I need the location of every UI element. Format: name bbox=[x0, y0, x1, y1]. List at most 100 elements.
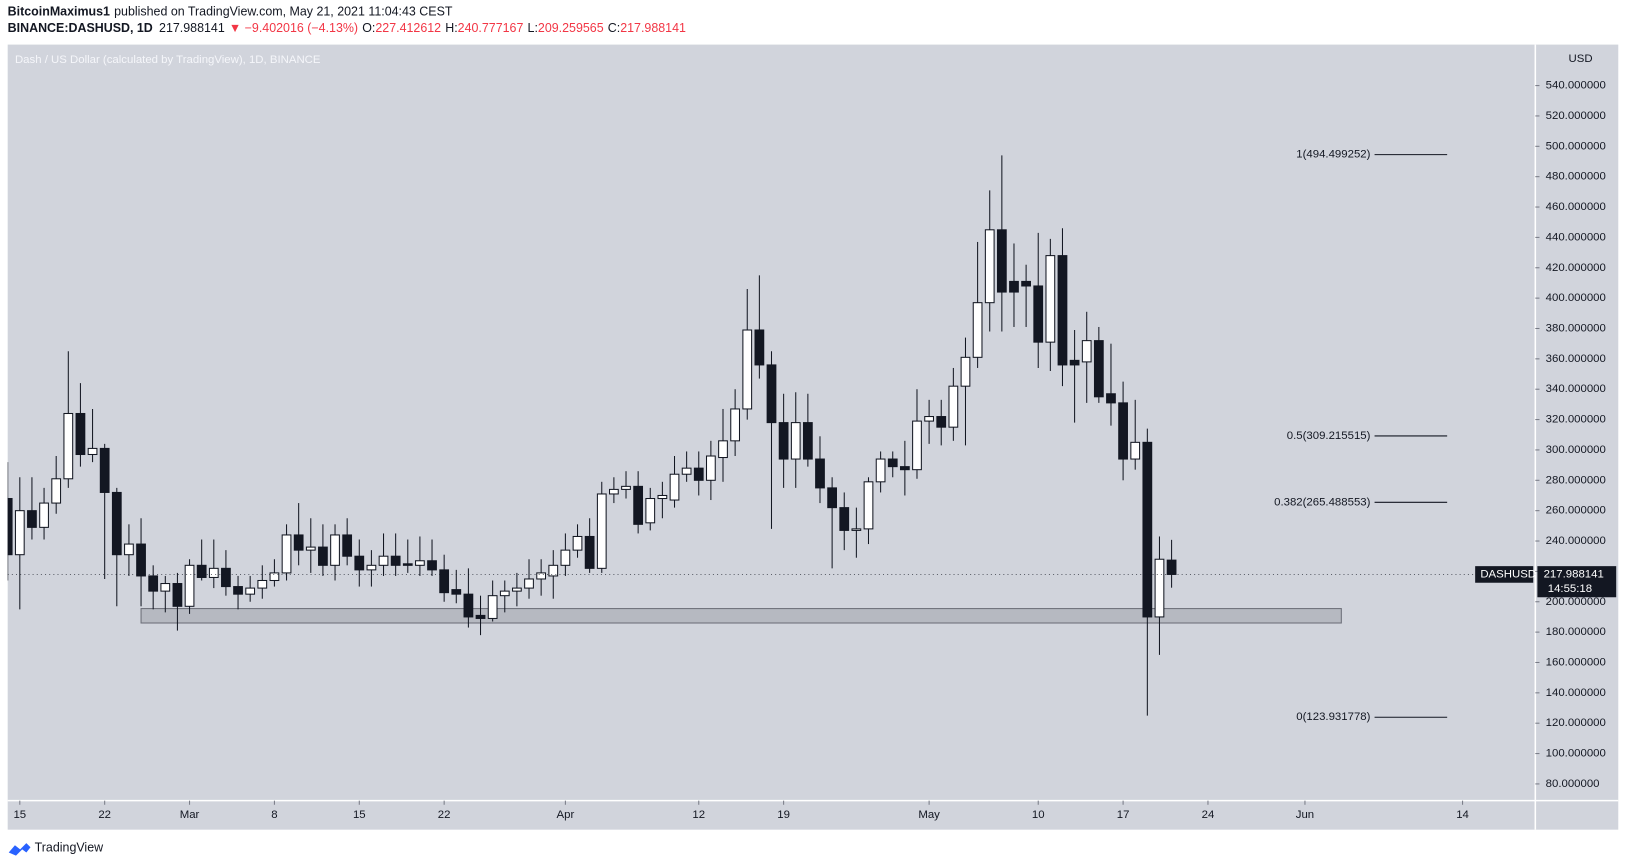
candle-body bbox=[887, 458, 898, 468]
support-zone bbox=[140, 608, 1342, 624]
candle-body bbox=[948, 385, 959, 428]
y-tick-label: 520.000000 bbox=[1546, 110, 1606, 122]
candle-body bbox=[390, 555, 401, 566]
low: 209.259565 bbox=[538, 21, 604, 35]
candle-body bbox=[730, 408, 741, 442]
y-tick-label: 360.000000 bbox=[1546, 353, 1606, 365]
candle-body bbox=[51, 478, 62, 504]
candle-body bbox=[39, 502, 49, 528]
y-tick-label: 400.000000 bbox=[1546, 292, 1606, 304]
candle-body bbox=[1154, 558, 1165, 618]
header-ohlc: BINANCE:DASHUSD, 1D 217.988141 ▼ −9.402016… bbox=[8, 21, 686, 35]
o-label: O: bbox=[362, 21, 375, 35]
candle-body bbox=[208, 567, 219, 578]
candle-body bbox=[1021, 280, 1031, 287]
candle-body bbox=[1166, 559, 1177, 575]
candle-body bbox=[754, 329, 765, 366]
l-label: L: bbox=[528, 21, 538, 35]
x-tick-label: 10 bbox=[1032, 809, 1045, 821]
candle-body bbox=[536, 572, 547, 580]
candle-body bbox=[1106, 393, 1116, 404]
fib-label: 0.5(309.215515) bbox=[1287, 430, 1371, 442]
candle-body bbox=[330, 534, 340, 566]
candle-body bbox=[233, 586, 243, 595]
candle-body bbox=[463, 593, 474, 618]
y-tick-label: 160.000000 bbox=[1546, 656, 1606, 668]
high: 240.777167 bbox=[458, 21, 524, 35]
candle-body bbox=[378, 555, 389, 566]
y-tick-label: 500.000000 bbox=[1546, 140, 1606, 152]
x-tick-label: 14 bbox=[1456, 809, 1469, 821]
candle-body bbox=[633, 485, 644, 525]
logo: TradingView bbox=[8, 841, 104, 856]
candle-body bbox=[1009, 280, 1019, 293]
candle-body bbox=[1045, 255, 1056, 343]
candle-body bbox=[718, 440, 728, 459]
y-tick-label: 440.000000 bbox=[1546, 231, 1606, 243]
candle-body bbox=[269, 572, 280, 582]
candle-body bbox=[996, 229, 1007, 293]
candle-body bbox=[402, 563, 413, 566]
x-tick-label: May bbox=[918, 809, 940, 821]
y-tick-label: 200.000000 bbox=[1546, 596, 1606, 608]
candle-body bbox=[63, 412, 74, 480]
candle-body bbox=[257, 579, 268, 589]
candle-body bbox=[172, 583, 183, 607]
candle-body bbox=[1142, 441, 1153, 618]
candle-body bbox=[899, 466, 910, 471]
x-tick-label: 22 bbox=[438, 809, 451, 821]
axes: 80.000000 100.000000 120.000000 140.000000 1… bbox=[7, 80, 1617, 821]
y-tick-label: 140.000000 bbox=[1546, 687, 1606, 699]
y-tick-label: 100.000000 bbox=[1546, 748, 1606, 760]
candle-body bbox=[14, 510, 25, 556]
candle-body bbox=[621, 485, 631, 490]
y-tick-label: 260.000000 bbox=[1546, 505, 1606, 517]
price-label: 217.988141 bbox=[1544, 568, 1604, 580]
candle-body bbox=[124, 543, 134, 556]
chart-background bbox=[7, 44, 1619, 830]
candle-body bbox=[839, 507, 850, 531]
candle-body bbox=[572, 535, 583, 551]
x-tick-label: Apr bbox=[557, 809, 575, 821]
candle-body bbox=[1033, 285, 1044, 343]
candle-body bbox=[681, 467, 692, 475]
y-tick-label: 480.000000 bbox=[1546, 171, 1606, 183]
symbol: BINANCE:DASHUSD, 1D bbox=[8, 21, 153, 35]
candle-body bbox=[936, 416, 947, 428]
countdown-label: 14:55:18 bbox=[1548, 583, 1592, 595]
candle-body bbox=[657, 494, 668, 500]
candle-body bbox=[160, 583, 171, 592]
y-tick-label: 320.000000 bbox=[1546, 414, 1606, 426]
candle-body bbox=[875, 458, 886, 483]
x-tick-label: 19 bbox=[777, 809, 790, 821]
candle-body bbox=[766, 364, 777, 424]
candle-body bbox=[742, 329, 753, 410]
candle-body bbox=[1057, 255, 1068, 366]
brand: TradingView bbox=[35, 841, 104, 855]
candle-body bbox=[305, 546, 316, 551]
y-tick-label: 300.000000 bbox=[1546, 444, 1606, 456]
fib-label: 1(494.499252) bbox=[1296, 149, 1370, 161]
x-tick-label: 24 bbox=[1202, 809, 1215, 821]
x-tick-label: 15 bbox=[353, 809, 366, 821]
candle-body bbox=[148, 575, 159, 592]
candle-body bbox=[451, 589, 462, 595]
fib-label: 0(123.931778) bbox=[1296, 711, 1370, 723]
candle-body bbox=[184, 564, 195, 607]
x-tick-label: 15 bbox=[13, 809, 26, 821]
candle-body bbox=[645, 497, 656, 524]
y-tick-label: 460.000000 bbox=[1546, 201, 1606, 213]
candle-body bbox=[87, 447, 98, 456]
candle-body bbox=[354, 555, 365, 571]
candle-body bbox=[778, 422, 789, 460]
candle-body bbox=[342, 534, 353, 557]
author: BitcoinMaximus1 bbox=[8, 5, 110, 19]
candle-body bbox=[693, 467, 704, 481]
close: 217.988141 bbox=[620, 21, 686, 35]
candle-body bbox=[111, 491, 122, 556]
chart-title: Dash / US Dollar (calculated by TradingV… bbox=[15, 54, 321, 66]
h-label: H: bbox=[445, 21, 457, 35]
last-price: 217.988141 bbox=[159, 21, 225, 35]
candle-body bbox=[7, 497, 13, 556]
candle-body bbox=[281, 534, 292, 574]
